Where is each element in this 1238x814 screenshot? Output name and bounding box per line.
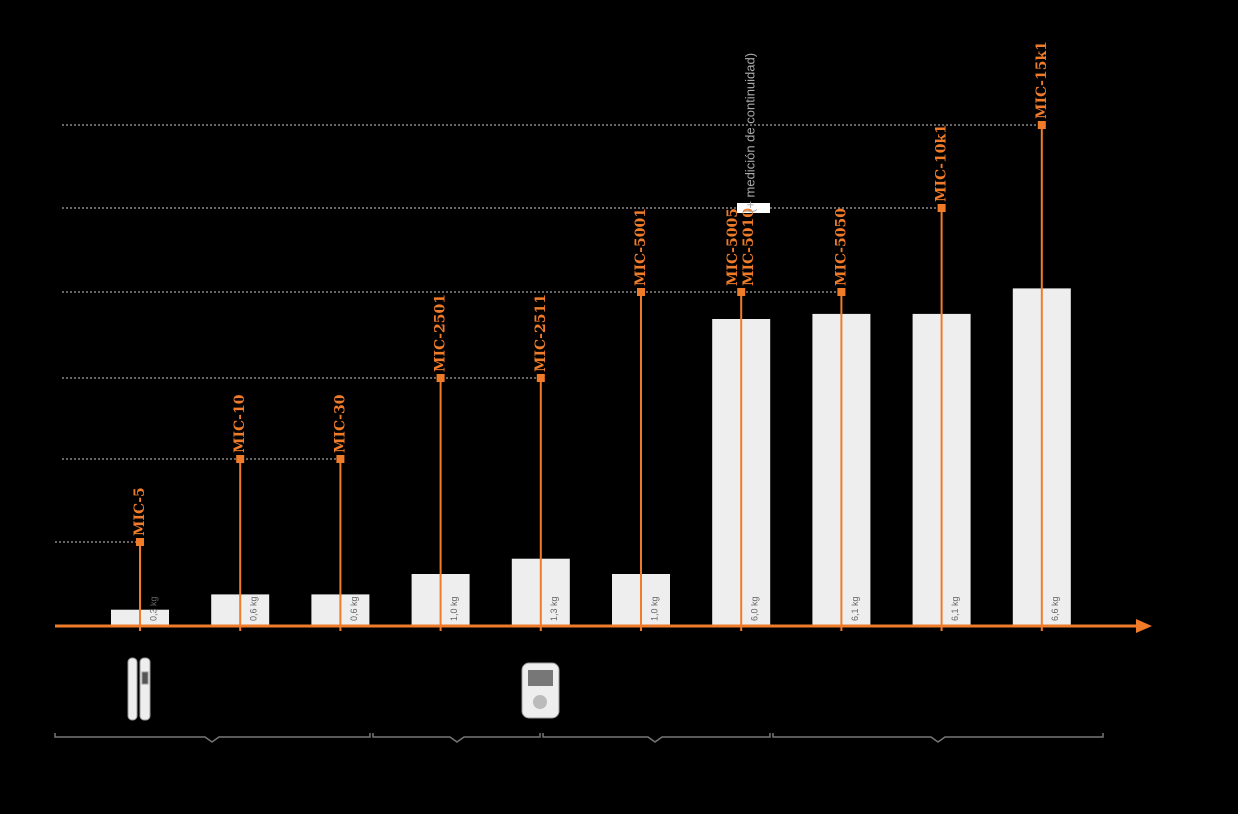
model-marker	[937, 204, 946, 212]
model-label: MIC-2501	[433, 294, 449, 372]
model-marker	[236, 455, 245, 463]
model-label: MIC-10k1	[934, 124, 950, 202]
model-label: MIC-5	[132, 487, 148, 536]
model-label: MIC-2511	[533, 294, 549, 372]
weight-label: 0,6 kg	[249, 596, 259, 621]
model-marker	[436, 374, 445, 382]
weight-label: 0,6 kg	[349, 596, 359, 621]
model-marker	[336, 455, 345, 463]
bracket	[54, 733, 371, 743]
model-marker	[637, 288, 645, 296]
meter-icon	[521, 662, 560, 719]
model-label: MIC-5005	[725, 208, 741, 286]
weight-label: 6,1 kg	[850, 596, 860, 621]
annotation: (+ medición de continuidad)	[743, 53, 758, 213]
brackets	[54, 733, 1104, 743]
model-label: MIC-10	[232, 394, 248, 453]
model-marker	[1037, 121, 1046, 129]
weight-label: 1,3 kg	[549, 596, 559, 621]
bracket	[772, 733, 1104, 743]
weight-label: 6,0 kg	[750, 596, 760, 621]
model-label: MIC-5050	[833, 208, 849, 286]
bracket	[372, 733, 541, 743]
model-marker	[136, 538, 144, 546]
weight-label: 6,1 kg	[950, 596, 960, 621]
weight-label: 0,3 kg	[148, 596, 158, 621]
annotation-box	[737, 203, 770, 213]
weight-label: 1,0 kg	[649, 596, 659, 621]
model-marker	[837, 288, 846, 296]
guides	[55, 124, 1040, 543]
model-label: MIC-5001	[633, 208, 649, 286]
model-label: MIC-30	[332, 394, 348, 453]
model-label: MIC-5010	[741, 208, 757, 286]
bracket	[542, 733, 771, 743]
weight-label: 6,6 kg	[1050, 596, 1060, 621]
tester-icon	[127, 657, 151, 721]
model-marker	[536, 374, 545, 382]
model-label: MIC-15k1	[1034, 41, 1050, 119]
model-marker	[737, 288, 746, 296]
axis-arrow	[1136, 619, 1152, 633]
weight-label: 1,0 kg	[449, 596, 459, 621]
